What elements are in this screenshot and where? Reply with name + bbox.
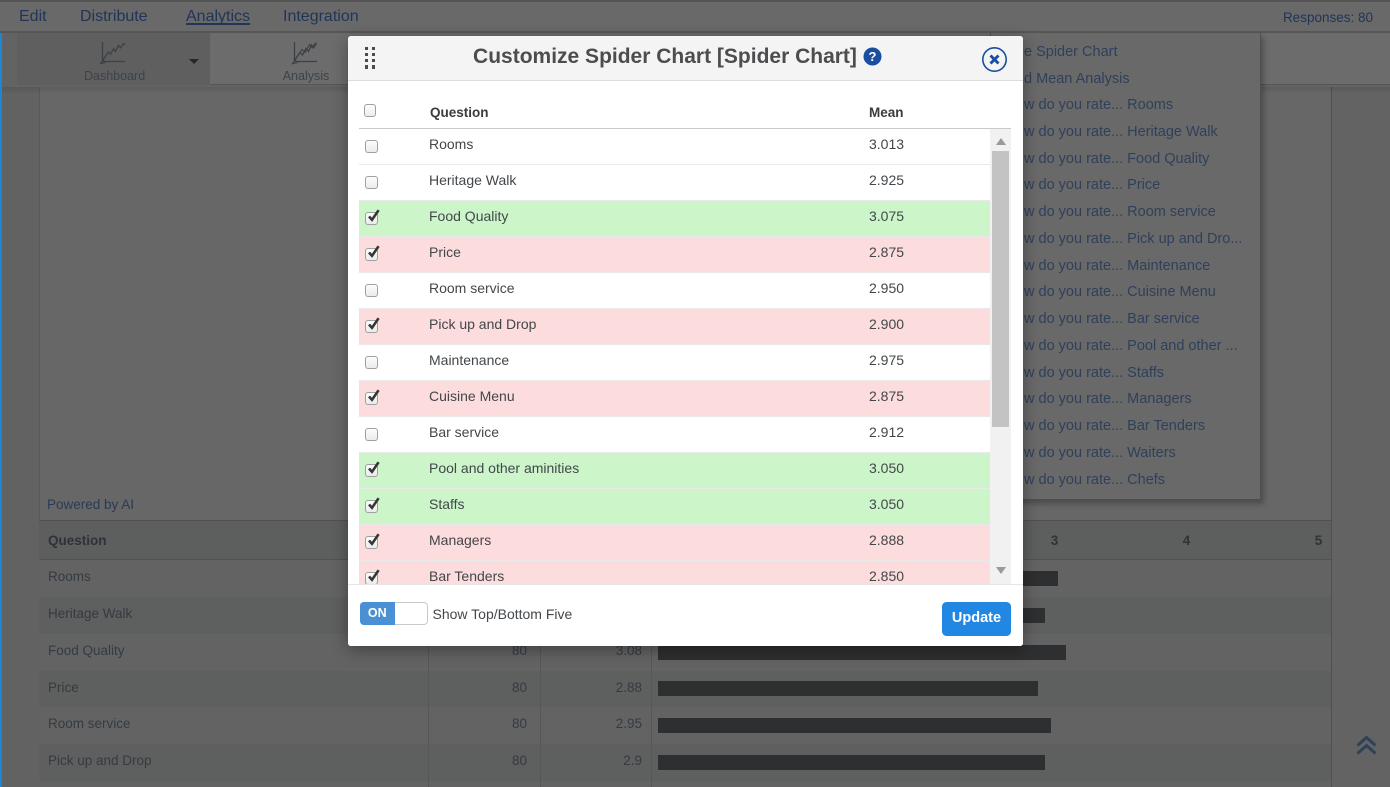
svg-text:?: ? <box>868 49 876 64</box>
